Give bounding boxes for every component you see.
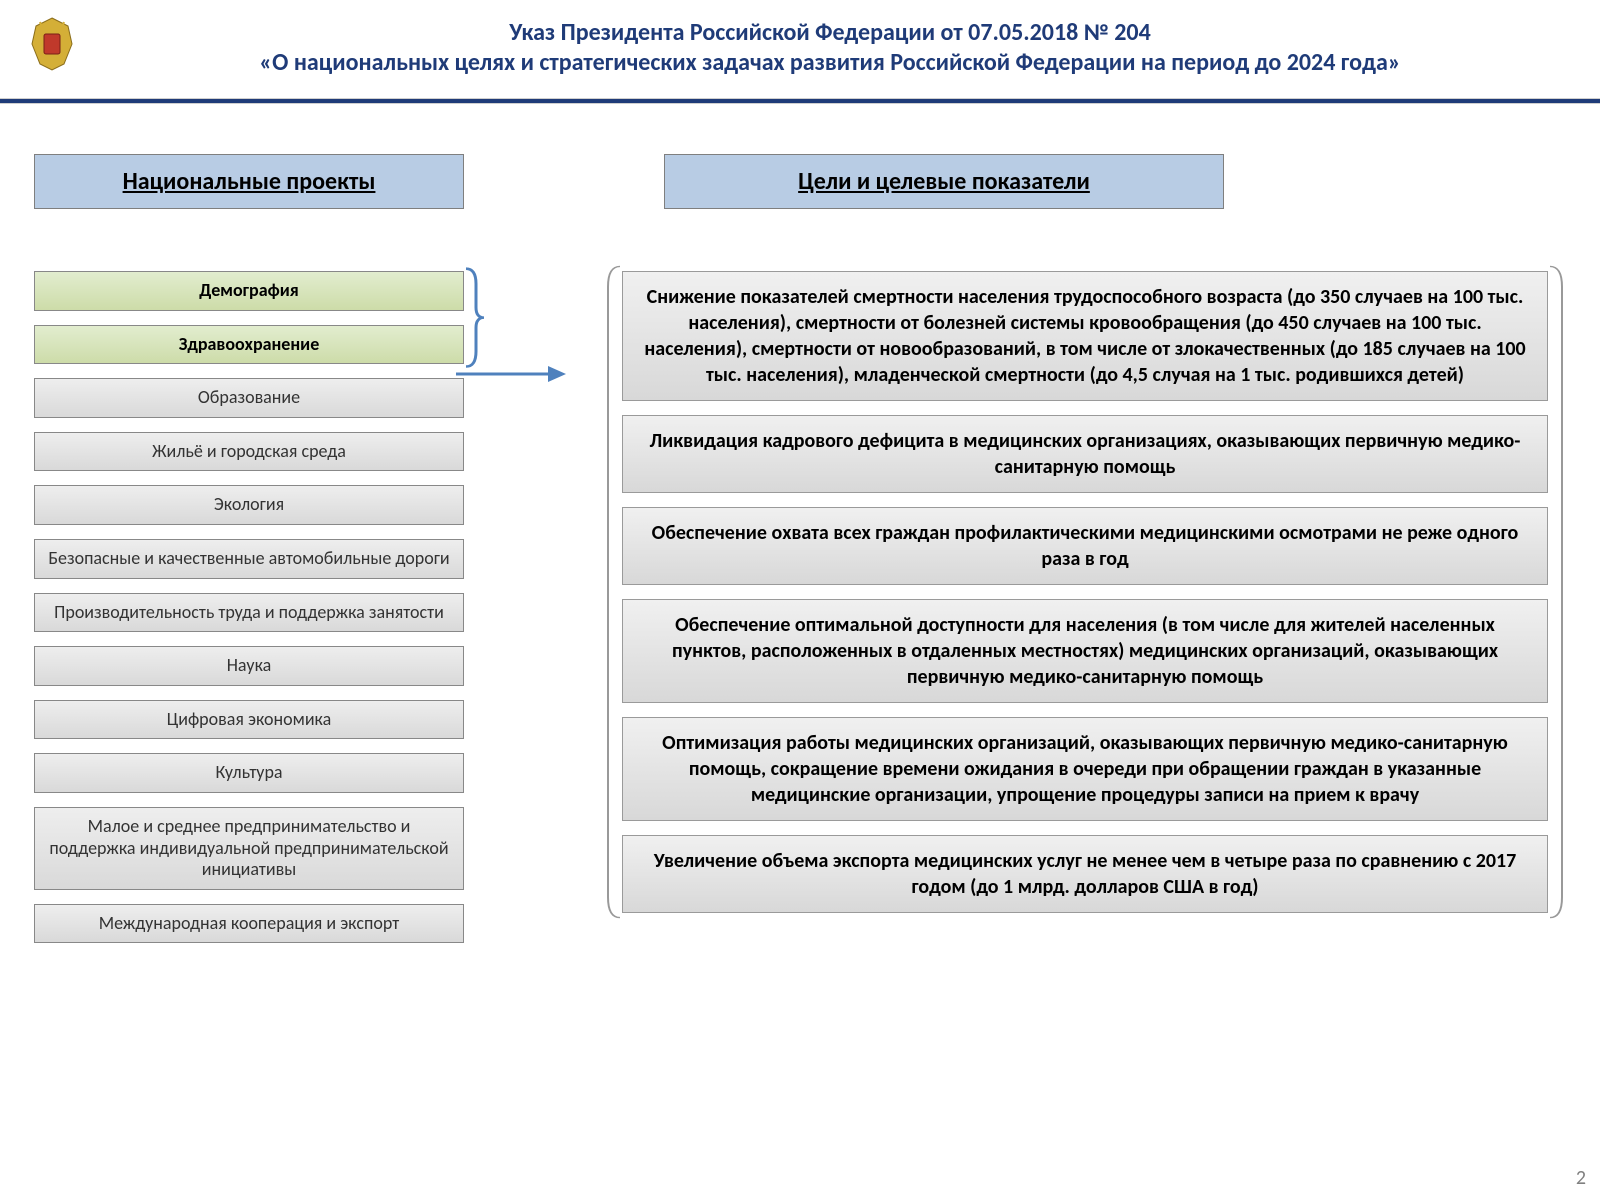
projects-list: Образование Жильё и городская среда Эколог… [34,378,464,943]
title-line-2: «О национальных целях и стратегических з… [100,48,1560,78]
project-item: Безопасные и качественные автомобильные … [34,539,464,579]
goals-list: Снижение показателей смертности населени… [622,271,1548,913]
project-item: Цифровая экономика [34,700,464,740]
arrow-icon [456,362,566,386]
goals-left-bracket-icon [604,265,622,919]
project-item: Производительность труда и поддержка зан… [34,593,464,633]
title-line-1: Указ Президента Российской Федерации от … [100,18,1560,48]
project-item: Здравоохранение [34,325,464,365]
left-column-header: Национальные проекты [34,154,464,209]
project-item: Культура [34,753,464,793]
right-column-header: Цели и целевые показатели [664,154,1224,209]
goal-item: Оптимизация работы медицинских организац… [622,717,1548,821]
goal-item: Обеспечение охвата всех граждан профилак… [622,507,1548,585]
project-item: Малое и среднее предпринимательство и по… [34,807,464,890]
goal-item: Ликвидация кадрового дефицита в медицинс… [622,415,1548,493]
goals-container: Снижение показателей смертности населени… [604,271,1566,913]
goal-item: Увеличение объема экспорта медицинских у… [622,835,1548,913]
highlight-list: Демография Здравоохранение [34,271,464,364]
page-header: Указ Президента Российской Федерации от … [0,0,1600,88]
project-item: Международная кооперация и экспорт [34,904,464,944]
project-item: Образование [34,378,464,418]
group-bracket-icon [464,267,486,368]
highlight-group: Демография Здравоохранение [34,271,464,364]
goal-item: Снижение показателей смертности населени… [622,271,1548,401]
state-emblem-icon [22,14,82,74]
right-column: Цели и целевые показатели Снижение показ… [604,154,1566,913]
content-area: Национальные проекты Демография Здравоохр… [0,104,1600,943]
goal-item: Обеспечение оптимальной доступности для … [622,599,1548,703]
project-item: Жильё и городская среда [34,432,464,472]
project-item: Демография [34,271,464,311]
page-number: 2 [1576,1166,1586,1190]
goals-right-bracket-icon [1548,265,1566,919]
project-item: Экология [34,485,464,525]
left-column: Национальные проекты Демография Здравоохр… [34,154,464,943]
project-item: Наука [34,646,464,686]
